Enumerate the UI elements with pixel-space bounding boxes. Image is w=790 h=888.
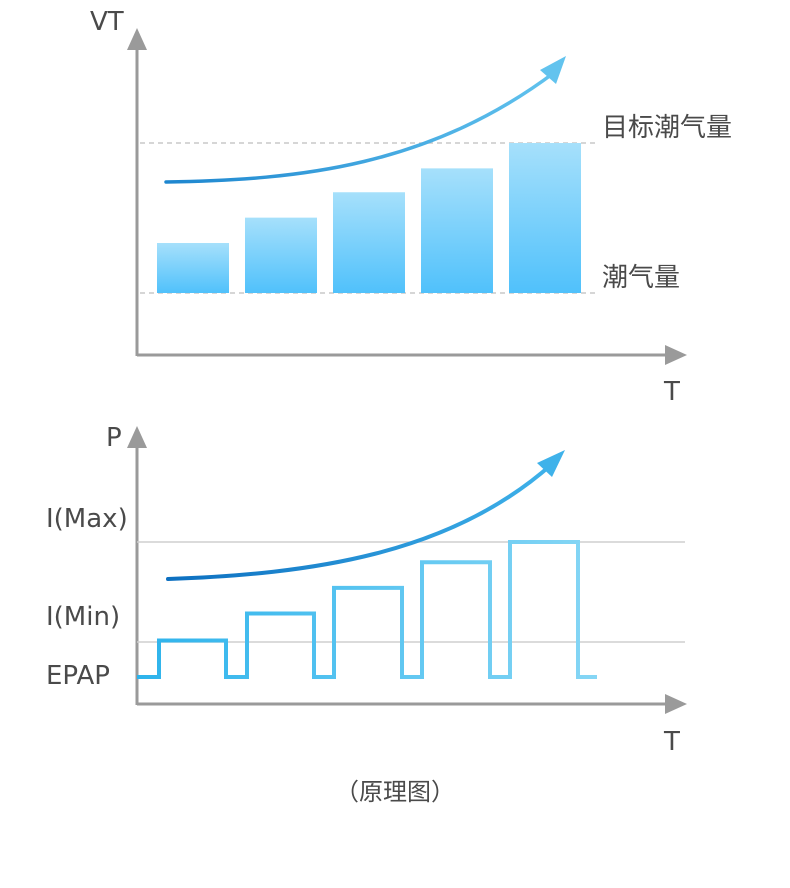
top-y-arrowhead [127, 28, 147, 50]
top-chart: VT T 目标潮气量 潮气量 [90, 7, 732, 407]
epap-label: EPAP [46, 661, 110, 691]
bar-3 [333, 192, 405, 293]
top-bars [157, 143, 581, 293]
bottom-x-arrowhead [665, 694, 687, 714]
tidal-label: 潮气量 [602, 263, 680, 293]
target-tidal-label: 目标潮气量 [602, 113, 732, 143]
min-pressure-label: I(Min) [46, 602, 120, 632]
top-trend-arrow [164, 70, 557, 184]
max-pressure-label: I(Max) [46, 504, 128, 534]
bottom-x-axis-label: T [663, 727, 680, 757]
bar-1 [157, 243, 229, 293]
top-trend-arrowhead [540, 56, 566, 84]
pressure-wave [137, 540, 597, 679]
top-y-axis-label: VT [90, 7, 124, 37]
bottom-chart: P T I(Max) I(Min) EPAP [46, 423, 687, 757]
bottom-trend-arrowhead [537, 450, 565, 477]
top-x-axis-label: T [663, 377, 680, 407]
bar-2 [245, 217, 317, 293]
diagram-caption: （原理图） [335, 778, 455, 806]
bottom-y-arrowhead [127, 426, 147, 448]
bar-5 [509, 143, 581, 293]
top-x-arrowhead [665, 345, 687, 365]
bar-4 [421, 168, 493, 293]
bottom-trend-arrow [166, 462, 554, 581]
bottom-y-axis-label: P [106, 423, 122, 453]
